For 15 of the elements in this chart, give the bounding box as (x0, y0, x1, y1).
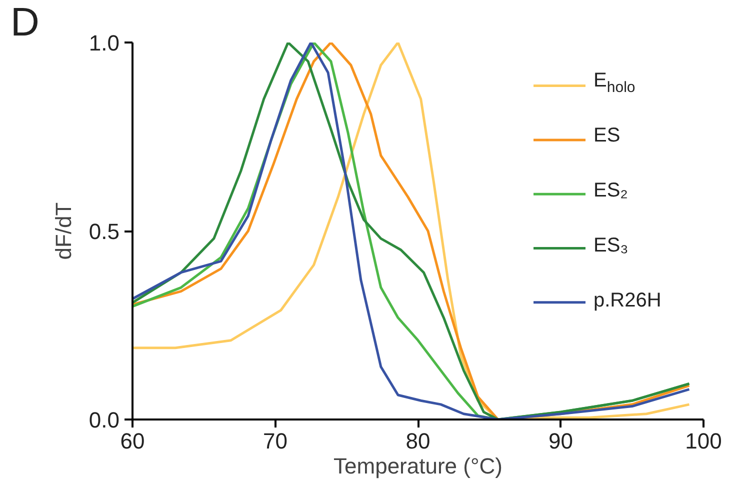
x-axis-title: Temperature (°C) (334, 454, 502, 478)
x-tick-label: 90 (548, 428, 573, 454)
legend-label: ES₂ (594, 180, 628, 202)
x-tick-label: 100 (685, 428, 722, 454)
text: D (10, 0, 40, 44)
x-tick-label: 70 (263, 428, 288, 454)
x-tick-label: 80 (406, 428, 430, 454)
y-axis-title: dF/dT (50, 202, 76, 260)
y-tick-label: 1.0 (88, 30, 120, 56)
legend-label: ES (594, 124, 620, 146)
legend-label: p.R26H (594, 290, 662, 312)
x-tick-label: 60 (120, 428, 145, 454)
y-tick-label: 0.5 (88, 219, 120, 244)
legend-label: ES₃ (594, 234, 628, 256)
y-tick-label: 0.0 (88, 408, 120, 432)
